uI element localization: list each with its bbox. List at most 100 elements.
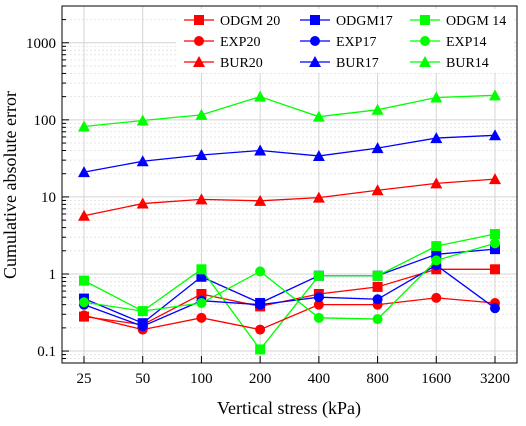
data-point [255,344,266,355]
series-line [83,297,496,331]
y-tick-label: 0.1 [37,344,56,360]
data-point [78,166,90,178]
data-point [430,177,443,189]
data-point [431,241,442,252]
y-tick-label: 1000 [26,36,56,52]
series-bur14 [78,89,501,132]
series-line [83,94,496,128]
series-line [83,248,496,324]
data-point [254,90,267,102]
legend-item: BUR20 [184,56,263,71]
legend-background [176,9,514,73]
series-line [83,134,496,173]
x-tick-label: 400 [308,371,331,387]
data-point [195,108,208,120]
data-point [196,312,207,323]
legend-marker [309,56,321,67]
data-point [489,129,501,141]
data-point [372,314,383,325]
data-point [312,149,325,161]
legend-item: EXP17 [300,35,376,50]
data-point [490,229,500,240]
data-point [137,321,148,332]
data-point [254,194,267,206]
series-line [83,242,496,320]
data-point [78,209,90,221]
data-point [431,255,442,266]
legend-label: ODGM 14 [446,14,506,29]
data-point [371,184,384,196]
data-point [312,191,325,203]
series-line [83,268,495,326]
x-tick-label: 100 [190,371,213,387]
legend-marker [194,36,204,46]
data-point [79,297,89,308]
data-point [490,303,500,314]
legend-item: EXP20 [184,35,260,50]
data-point [372,294,383,305]
legend-label: BUR14 [446,56,489,71]
data-point [313,299,324,310]
data-point [490,244,500,255]
x-axis-label: Vertical stress (kPa) [217,398,361,419]
data-point [195,193,208,205]
data-point [195,148,208,160]
data-point [79,275,89,286]
y-tick-label: 10 [41,190,56,206]
legend-item: ODGM 14 [410,14,506,29]
y-axis-label: Cumulative absolute error [0,91,20,279]
series-bur20 [78,173,501,221]
legend-label: EXP17 [336,35,376,50]
series-odgm-14 [79,229,500,355]
legend: ODGM 20 ODGM17 ODGM 14 EXP20 EXP17 EXP14 BUR20… [176,9,514,73]
series-line [83,233,496,351]
data-point [489,89,501,101]
data-point [255,266,266,277]
data-point [79,310,89,321]
data-point [313,292,324,303]
data-point [313,312,324,323]
x-tick-label: 200 [249,371,272,387]
data-point [431,292,442,303]
series-line [83,178,496,217]
data-point [137,306,148,317]
series-exp14 [79,238,500,325]
y-tick-label: 1 [49,267,57,283]
legend-marker [420,15,430,25]
data-point [196,298,207,309]
data-point [372,281,383,292]
y-tick-label: 100 [34,113,57,129]
x-tick-label: 50 [135,371,150,387]
data-point [489,173,501,185]
data-point [136,197,149,209]
data-point [196,264,207,275]
series-layer [78,89,501,355]
legend-label: EXP20 [220,35,260,50]
data-point [255,299,266,310]
legend-marker [193,56,205,67]
data-point [372,270,383,281]
data-point [196,271,207,282]
legend-label: EXP14 [446,35,486,50]
data-point [312,110,325,122]
data-point [254,144,267,156]
legend-item: ODGM 20 [184,14,280,29]
data-point [431,249,442,260]
x-tick-label: 25 [77,371,92,387]
data-point [136,114,149,126]
legend-marker [420,36,430,46]
axis-layer: 0.1 1 10 100 1000 25 50 100 200 400 800 1600 3200 [26,5,510,387]
data-point [490,264,500,275]
legend-marker [310,15,320,25]
data-point [136,155,149,167]
data-point [490,238,500,249]
series-bur17 [78,129,501,178]
plot-frame [61,5,518,364]
legend-item: BUR14 [410,56,489,71]
data-point [78,120,90,132]
data-point [313,270,324,281]
x-tick-label: 3200 [480,371,510,387]
x-tick-label: 1600 [421,371,451,387]
